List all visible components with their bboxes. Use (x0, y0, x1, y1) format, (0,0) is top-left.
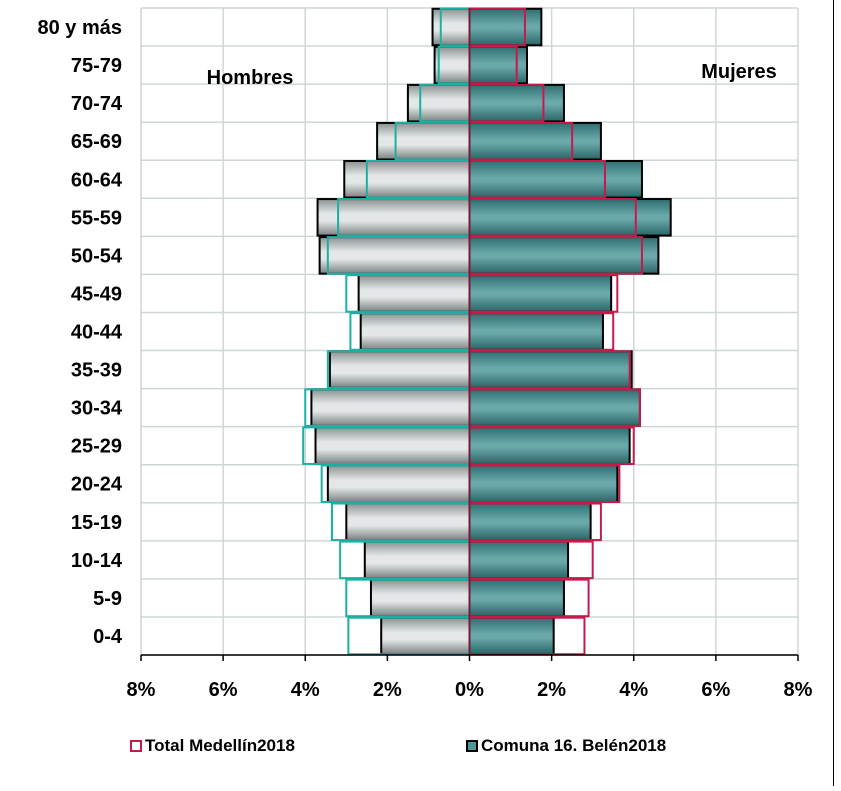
bar-comuna-women-8 (468, 312, 604, 351)
y-tick-label-14: 10-14 (71, 550, 123, 572)
bar-comuna-women-7 (468, 274, 613, 313)
bar-comuna-men-14 (363, 540, 471, 580)
legend-item-comuna-belen: Comuna 16. Belén2018 (466, 736, 666, 756)
x-tick-label-1: 6% (209, 679, 238, 701)
legend-swatch-outline (130, 740, 142, 752)
bar-comuna-men-3 (376, 121, 471, 161)
y-tick-label-11: 25-29 (71, 436, 122, 458)
y-tick-label-12: 20-24 (71, 474, 123, 496)
y-tick-label-10: 30-34 (71, 398, 123, 420)
bar-comuna-men-6 (318, 236, 471, 275)
x-tick-label-0: 8% (127, 679, 156, 701)
legend-label-total-medellin: Total Medellín2018 (145, 736, 295, 755)
bar-comuna-women-11 (468, 426, 631, 465)
x-tick-label-8: 8% (784, 679, 813, 701)
bar-comuna-women-15 (468, 578, 565, 618)
bar-comuna-women-4 (468, 159, 643, 199)
y-axis-labels: 80 y más 75-79 70-74 65-69 60-64 55-59 50-54 45… (37, 17, 122, 648)
y-tick-label-6: 50-54 (71, 245, 123, 267)
bar-comuna-men-12 (326, 464, 471, 504)
bar-comuna-men-1 (433, 45, 471, 85)
bar-comuna-women-13 (468, 502, 592, 542)
bar-comuna-women-12 (468, 464, 619, 504)
y-tick-label-15: 5-9 (93, 588, 122, 610)
bar-comuna-men-8 (359, 312, 471, 351)
bar-comuna-women-10 (468, 388, 641, 427)
y-tick-label-8: 40-44 (71, 322, 123, 344)
bar-comuna-men-4 (343, 159, 471, 199)
legend-item-total-medellin: Total Medellín2018 (130, 736, 295, 756)
bar-comuna-women-5 (468, 198, 672, 237)
y-tick-label-4: 60-64 (71, 169, 123, 191)
x-tick-label-4: 0% (455, 679, 484, 701)
bar-comuna-men-15 (369, 578, 471, 618)
y-tick-label-0: 80 y más (37, 17, 122, 39)
bar-comuna-men-10 (310, 388, 471, 427)
x-tick-label-5: 2% (537, 679, 566, 701)
y-tick-label-3: 65-69 (71, 131, 122, 153)
bar-comuna-men-2 (406, 83, 471, 123)
bar-comuna-women-3 (468, 121, 602, 161)
bar-comuna-men-16 (380, 616, 471, 656)
bar-comuna-women-1 (468, 45, 528, 85)
bar-comuna-women-16 (468, 616, 555, 656)
bar-comuna-men-9 (328, 350, 471, 389)
y-tick-label-9: 35-39 (71, 360, 122, 382)
bar-comuna-women-0 (468, 7, 543, 47)
x-tick-label-2: 4% (291, 679, 320, 701)
x-tick-label-6: 4% (619, 679, 648, 701)
axes (140, 8, 799, 661)
legend-swatch-filled (466, 740, 478, 752)
bar-comuna-men-13 (345, 502, 471, 542)
frame-border (833, 0, 834, 786)
comuna-bars (310, 7, 672, 656)
y-tick-label-7: 45-49 (71, 283, 122, 305)
left-side-label: Hombres (207, 67, 294, 89)
bar-comuna-men-5 (316, 198, 471, 237)
y-tick-label-1: 75-79 (71, 55, 122, 77)
right-side-label: Mujeres (701, 61, 777, 83)
bar-comuna-women-9 (468, 350, 633, 389)
bar-comuna-women-14 (468, 540, 570, 580)
bar-comuna-women-6 (468, 236, 660, 275)
x-axis-labels: 8% 6% 4% 2% 0% 2% 4% 6% 8% (127, 679, 813, 701)
x-tick-label-3: 2% (373, 679, 402, 701)
legend-label-comuna-belen: Comuna 16. Belén2018 (481, 736, 667, 755)
y-tick-label-13: 15-19 (71, 512, 122, 534)
y-tick-label-5: 55-59 (71, 207, 122, 229)
bar-comuna-men-0 (431, 7, 471, 47)
y-tick-label-2: 70-74 (71, 93, 123, 115)
y-tick-label-16: 0-4 (93, 626, 123, 648)
x-tick-label-7: 6% (701, 679, 730, 701)
bar-comuna-men-7 (357, 274, 471, 313)
bar-comuna-women-2 (468, 83, 565, 123)
bar-comuna-men-11 (314, 426, 471, 465)
